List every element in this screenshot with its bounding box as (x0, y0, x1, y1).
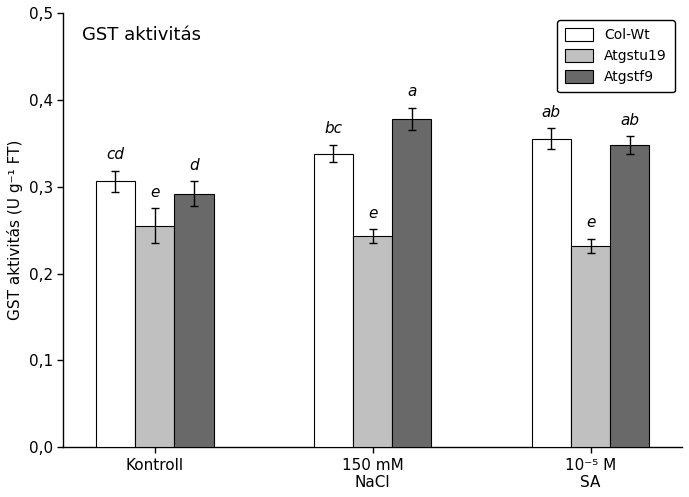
Text: e: e (586, 215, 595, 230)
Text: e: e (150, 185, 159, 200)
Text: cd: cd (107, 147, 125, 163)
Text: ab: ab (620, 113, 639, 128)
Text: GST aktivitás: GST aktivitás (82, 26, 200, 44)
Bar (392, 119, 431, 447)
Bar (135, 226, 174, 447)
Bar (353, 236, 392, 447)
Text: bc: bc (325, 121, 342, 136)
Bar (96, 181, 135, 447)
Legend: Col-Wt, Atgstu19, Atgstf9: Col-Wt, Atgstu19, Atgstf9 (557, 20, 675, 92)
Bar (571, 246, 610, 447)
Text: a: a (407, 84, 417, 99)
Text: d: d (189, 158, 198, 173)
Text: ab: ab (542, 105, 561, 120)
Y-axis label: GST aktivitás (U g⁻¹ FT): GST aktivitás (U g⁻¹ FT) (7, 140, 23, 320)
Bar (174, 194, 214, 447)
Bar (313, 154, 353, 447)
Bar (532, 139, 571, 447)
Text: e: e (368, 206, 378, 221)
Bar (610, 145, 649, 447)
